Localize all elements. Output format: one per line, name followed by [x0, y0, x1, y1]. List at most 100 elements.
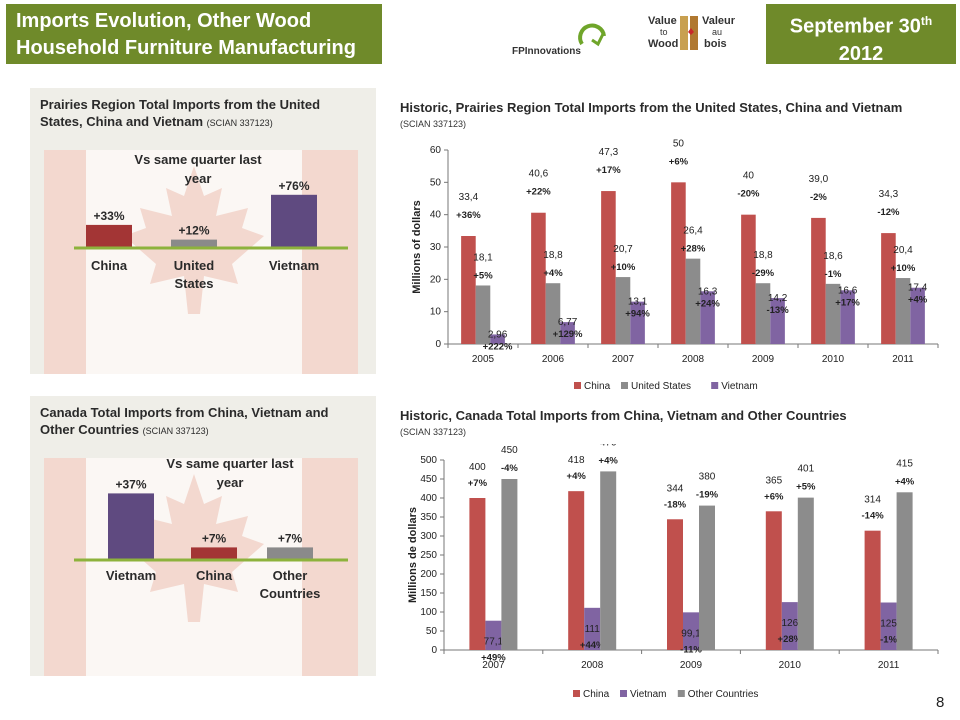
y-tick-label: 50	[430, 177, 442, 188]
bar-china-2010	[765, 511, 782, 650]
value-label: 450	[501, 445, 518, 456]
value-label: 401	[797, 464, 814, 475]
y-axis-title: Millions of dollars	[411, 200, 423, 294]
canada-quarter-chart: Vs same quarter last year +37% Vietnam +7%…	[44, 456, 358, 676]
category-label-china: China	[91, 258, 128, 273]
quarter-caption-line-2: year	[217, 475, 244, 490]
category-label-vietnam: Vietnam	[106, 568, 156, 583]
value-label: 125	[880, 619, 897, 630]
svg-text:Valeur: Valeur	[702, 15, 736, 27]
legend-label-china: China	[583, 689, 610, 700]
category-label-china: China	[196, 568, 233, 583]
change-label: +17%	[596, 165, 621, 176]
bar-united-states-2010	[825, 283, 841, 344]
legend-swatch-china	[574, 382, 581, 389]
change-label: +49%	[481, 653, 506, 664]
bar-china-2007	[601, 191, 616, 344]
page-number: 8	[936, 694, 945, 711]
change-label: -19%	[696, 490, 719, 501]
y-tick-label: 500	[420, 455, 437, 466]
y-tick-label: 20	[430, 274, 442, 285]
bar-vietnam	[271, 194, 317, 248]
value-label: 6,77	[558, 317, 578, 328]
change-label-china: +7%	[202, 531, 227, 545]
bar-china	[191, 547, 237, 560]
legend-label-vietnam: Vietnam	[630, 689, 667, 700]
bar-vietnam	[108, 493, 154, 560]
date-prefix: September 30	[789, 15, 921, 38]
category-label-other-countries: Countries	[260, 586, 321, 601]
date-year: 2012	[838, 42, 884, 65]
quarter-caption-line-2: year	[185, 171, 212, 186]
bar-vietnam-2009	[683, 612, 699, 650]
change-label: +5%	[473, 270, 493, 281]
y-tick-label: 40	[430, 210, 442, 221]
change-label: +17%	[835, 297, 860, 308]
y-tick-label: 300	[420, 531, 437, 542]
value-label: 18,6	[823, 251, 843, 262]
change-label: -12%	[877, 207, 900, 218]
canada-panel-title: Canada Total Imports from China, Vietnam…	[40, 405, 329, 437]
change-label: +4%	[599, 455, 619, 466]
prairies-quarter-chart: Vs same quarter last year +33% China +12% U…	[44, 150, 358, 374]
prairies-historic-chart: 0 10 20 30 40 50 60 Millions of dollars 2005 33,4…	[411, 138, 939, 392]
value-label: 314	[864, 495, 881, 506]
bar-other-countries-2009	[699, 505, 715, 650]
bar-china-2007	[469, 498, 486, 650]
y-tick-label: 0	[435, 339, 441, 350]
value-label: 111	[585, 624, 601, 635]
value-label: 77,1	[484, 637, 504, 648]
category-label-vietnam: Vietnam	[269, 258, 319, 273]
fp-logo-text: FPInnovations	[512, 46, 581, 57]
value-label: 47,3	[599, 147, 619, 158]
change-label: +4%	[895, 476, 915, 487]
svg-text:to: to	[660, 27, 668, 37]
value-label: 16,6	[838, 285, 858, 296]
x-tick-label: 2010	[822, 354, 845, 365]
value-label: 13,1	[628, 297, 648, 308]
category-label-united-states: States	[174, 276, 213, 291]
change-label-other-countries: +7%	[278, 531, 303, 545]
bar-vietnam-2011	[880, 602, 897, 650]
x-tick-label: 2009	[680, 660, 703, 671]
bar-china-2011	[881, 233, 896, 344]
bar-united-states-2007	[615, 277, 631, 344]
bar-other-countries-2008	[600, 471, 617, 650]
bar-other-countries-2011	[896, 492, 913, 650]
canada-historic-chart: 0 50 100 150 200 250 300 350 400 450 500 Millions d…	[407, 444, 939, 700]
value-label: 40,6	[529, 169, 549, 180]
bar-china-2010	[811, 217, 826, 344]
bar-china-2008	[568, 491, 585, 650]
title-line-1: Imports Evolution, Other Wood	[16, 10, 312, 32]
change-label: -4%	[501, 463, 518, 474]
category-label-other-countries: Other	[273, 568, 308, 583]
y-tick-label: 60	[430, 145, 442, 156]
bar-united-states-2006	[545, 283, 561, 344]
bar-vietnam-2008	[700, 291, 715, 344]
value-label: 50	[673, 138, 685, 149]
bar-china-2009	[741, 214, 756, 344]
wood-plank-icon	[680, 16, 688, 50]
change-label-vietnam: +37%	[115, 477, 146, 491]
value-label: 14,2	[768, 293, 788, 304]
change-label: -2%	[810, 192, 827, 203]
value-label: 18,1	[473, 252, 493, 263]
y-tick-label: 250	[420, 550, 437, 561]
change-label: +6%	[669, 156, 689, 167]
legend-label-china: China	[584, 381, 611, 392]
value-label: 39,0	[809, 174, 829, 185]
legend-label-other-countries: Other Countries	[688, 689, 759, 700]
bar-vietnam-2007	[630, 301, 645, 344]
value-label: 418	[568, 455, 585, 466]
prairies-historic-title: Historic, Prairies Region Total Imports …	[400, 100, 903, 115]
y-tick-label: 30	[430, 242, 442, 253]
svg-text:Wood: Wood	[648, 38, 678, 50]
value-label: 16,3	[698, 286, 718, 297]
y-tick-label: 350	[420, 512, 437, 523]
bar-united-states-2009	[755, 283, 771, 344]
change-label: +6%	[764, 491, 784, 502]
value-label: 344	[667, 483, 684, 494]
page-title: Imports Evolution, Other Wood Household …	[6, 4, 382, 64]
bar-united-states	[171, 239, 217, 248]
change-label: -1%	[825, 269, 842, 280]
